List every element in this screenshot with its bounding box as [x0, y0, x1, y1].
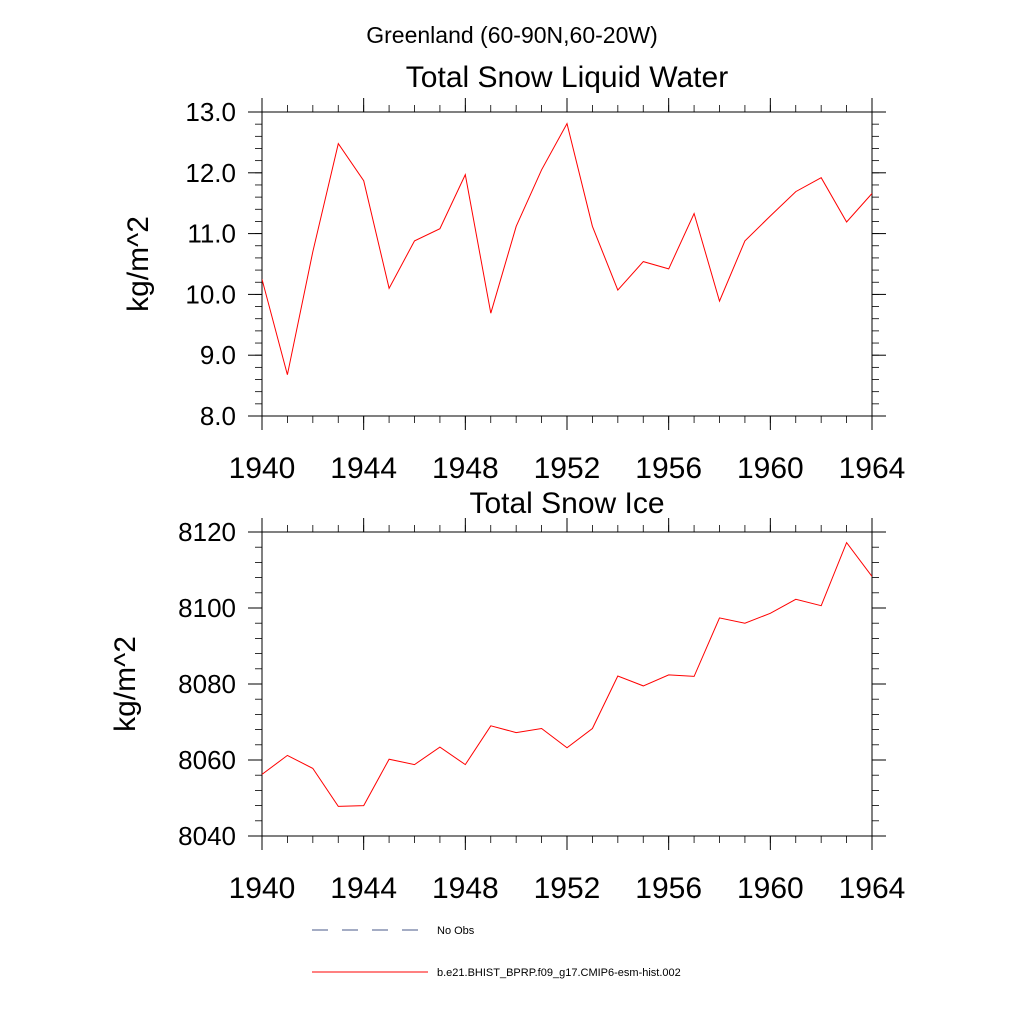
data-point	[541, 728, 542, 729]
data-point	[338, 143, 339, 144]
data-point	[439, 746, 440, 747]
x-tick-label: 1940	[229, 872, 296, 905]
x-tick-label: 1960	[737, 872, 804, 905]
data-point	[719, 300, 720, 301]
y-axis-label: kg/m^2	[122, 216, 155, 312]
data-point	[821, 177, 822, 178]
y-tick-label: 12.0	[185, 158, 236, 188]
x-tick-label: 1956	[635, 452, 702, 485]
data-point	[744, 623, 745, 624]
data-point	[287, 374, 288, 375]
plot-frame	[261, 111, 873, 417]
x-tick-label: 1944	[330, 452, 397, 485]
y-tick-label: 8080	[178, 669, 236, 699]
data-point	[668, 674, 669, 675]
data-point	[617, 675, 618, 676]
data-point	[846, 221, 847, 222]
data-point	[795, 599, 796, 600]
x-tick-label: 1948	[432, 872, 499, 905]
data-point	[516, 732, 517, 733]
data-point	[693, 213, 694, 214]
y-tick-label: 8120	[178, 517, 236, 547]
data-point	[338, 806, 339, 807]
data-point	[592, 728, 593, 729]
y-tick-label: 10.0	[185, 279, 236, 309]
chart-panel-1: 8.0 9.0 10.0 11.0 12.0 13.0 1940 1944 1948 1952 19…	[122, 61, 905, 485]
data-point	[414, 764, 415, 765]
series-line	[262, 541, 872, 807]
x-tick-label: 1964	[839, 452, 906, 485]
data-point	[261, 279, 262, 280]
data-point	[541, 169, 542, 170]
data-point	[439, 228, 440, 229]
chart-title: Total Snow Ice	[469, 487, 664, 520]
data-point	[643, 261, 644, 262]
y-tick-label: 8100	[178, 593, 236, 623]
y-axis-label: kg/m^2	[109, 636, 142, 732]
data-point	[490, 725, 491, 726]
data-point	[465, 764, 466, 765]
x-tick-label: 1940	[229, 452, 296, 485]
chart-panel-2: 8040 8060 8080 8100 8120 1940 1944 1948 1952 1956…	[109, 487, 905, 905]
data-point	[770, 613, 771, 614]
y-tick-label: 8.0	[200, 401, 236, 431]
data-point	[668, 268, 669, 269]
legend: No Obs b.e21.BHIST_BPRP.f09_g17.CMIP6-esm…	[312, 925, 681, 979]
data-point	[795, 191, 796, 192]
data-point	[261, 774, 262, 775]
data-point	[287, 755, 288, 756]
data-point	[363, 180, 364, 181]
data-point	[871, 576, 872, 577]
data-point	[643, 685, 644, 686]
x-tick-label: 1960	[737, 452, 804, 485]
x-tick-label: 1948	[432, 452, 499, 485]
data-point	[744, 240, 745, 241]
data-point	[770, 215, 771, 216]
data-point	[821, 605, 822, 606]
data-point	[490, 313, 491, 314]
legend-label: No Obs	[437, 925, 475, 937]
x-tick-label: 1944	[330, 872, 397, 905]
x-tick-label: 1964	[839, 872, 906, 905]
data-point	[312, 768, 313, 769]
data-point	[566, 747, 567, 748]
page-title: Greenland (60-90N,60-20W)	[366, 22, 657, 48]
data-point	[566, 123, 567, 124]
y-tick-label: 11.0	[187, 219, 236, 249]
data-point	[516, 226, 517, 227]
y-tick-label: 9.0	[200, 340, 236, 370]
data-point	[719, 617, 720, 618]
data-point	[617, 290, 618, 291]
y-tick-label: 8060	[178, 745, 236, 775]
data-point	[465, 174, 466, 175]
y-tick-label: 8040	[178, 821, 236, 851]
data-point	[846, 542, 847, 543]
plot-frame	[261, 531, 873, 837]
x-tick-label: 1956	[635, 872, 702, 905]
data-point	[312, 251, 313, 252]
chart-title: Total Snow Liquid Water	[406, 61, 728, 94]
data-point	[388, 759, 389, 760]
data-point	[871, 193, 872, 194]
data-point	[693, 676, 694, 677]
legend-label: b.e21.BHIST_BPRP.f09_g17.CMIP6-esm-hist.…	[437, 967, 681, 979]
data-point	[388, 288, 389, 289]
x-tick-label: 1952	[534, 872, 601, 905]
series-line	[262, 122, 872, 375]
data-point	[592, 226, 593, 227]
y-tick-label: 13.0	[185, 97, 236, 127]
data-point	[414, 240, 415, 241]
data-point	[363, 805, 364, 806]
x-tick-label: 1952	[534, 452, 601, 485]
